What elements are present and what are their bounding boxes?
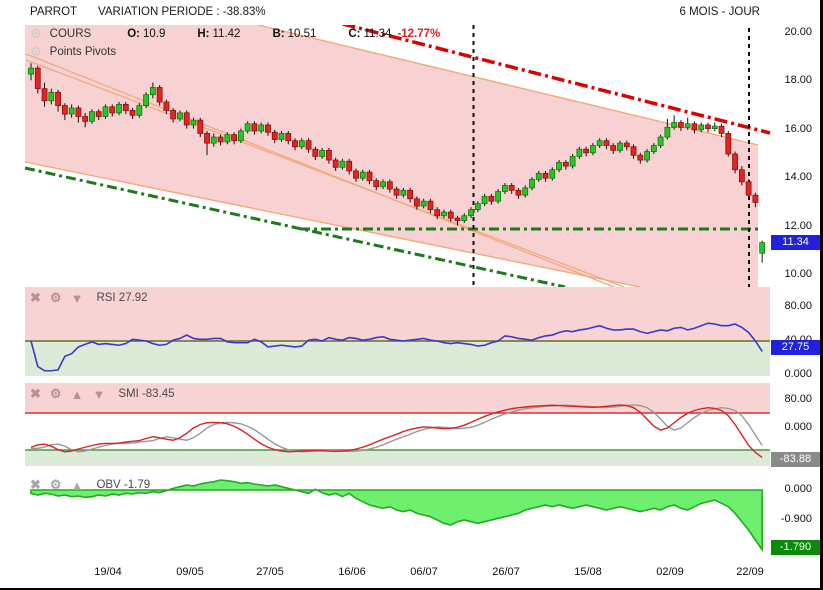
- close-icon[interactable]: ✖: [30, 477, 41, 492]
- close-value: C: 11.34: [348, 28, 392, 40]
- pivots-legend-row: ⚙ Points Pivots: [30, 44, 152, 59]
- close-icon[interactable]: ✖: [30, 386, 41, 401]
- x-axis-date-label: 27/05: [256, 566, 284, 578]
- rsi-panel: [25, 287, 770, 376]
- arrow-up-icon[interactable]: ▲: [70, 386, 84, 402]
- obv-title: OBV -1.79: [96, 479, 151, 491]
- y-axis-tick-label: 16.00: [784, 122, 812, 135]
- y-axis-tick-label: 0.000: [784, 483, 812, 495]
- y-axis-tick-label: 18.00: [784, 74, 812, 87]
- y-axis-tick-label: 0.000: [784, 421, 812, 433]
- gear-icon[interactable]: ⚙: [30, 44, 42, 59]
- high-value: H: 11.42: [197, 28, 241, 40]
- smi-panel: [25, 383, 770, 466]
- y-axis-tick-label: 10.00: [784, 268, 812, 280]
- gear-icon[interactable]: ⚙: [49, 477, 62, 492]
- last-price-badge: 11.34: [771, 235, 820, 250]
- period-variation-label: VARIATION PERIODE : -38.83%: [98, 6, 266, 18]
- close-change-percent: -12.77%: [397, 28, 441, 40]
- symbol-title: PARROT: [30, 6, 78, 18]
- y-axis-tick-label: 80.00: [784, 393, 812, 405]
- x-axis-date-label: 09/05: [176, 566, 204, 578]
- top-header-bar: PARROT VARIATION PERIODE : -38.83% 6 MOI…: [0, 0, 823, 25]
- y-axis-tick-label: 14.00: [784, 171, 812, 184]
- close-icon[interactable]: ✖: [30, 290, 41, 305]
- rsi-last-value-badge: 27.75: [771, 340, 820, 355]
- x-axis-date-label: 19/04: [94, 566, 122, 578]
- price-legend-row: ⚙ COURS O: 10.9 H: 11.42 B: 10.51 C: 11.34 -…: [30, 26, 441, 41]
- x-axis-date-label: 15/08: [574, 566, 602, 578]
- x-axis-date-label: 02/09: [656, 566, 684, 578]
- window-border-bottom: [0, 588, 823, 590]
- cours-label: COURS: [49, 28, 92, 40]
- obv-panel-header: ✖ ⚙ ▲ OBV -1.79: [30, 477, 150, 493]
- smi-last-value-badge: -83.88: [771, 452, 820, 467]
- obv-panel: [30, 479, 763, 553]
- open-value: O: 10.9: [127, 28, 166, 40]
- window-border-right: [820, 0, 823, 590]
- price-panel: [24, 10, 771, 289]
- pivots-label: Points Pivots: [49, 46, 117, 58]
- smi-title: SMI -83.45: [118, 388, 175, 400]
- obv-last-value-badge: -1.790: [771, 540, 820, 555]
- smi-panel-header: ✖ ⚙ ▲ ▼ SMI -83.45: [30, 386, 175, 402]
- x-axis-date-label: 16/06: [338, 566, 366, 578]
- rsi-panel-header: ✖ ⚙ ▼ RSI 27.92: [30, 290, 148, 306]
- y-axis-tick-label: 20.00: [784, 26, 812, 38]
- y-axis-tick-label: -0.900: [780, 512, 812, 525]
- x-axis-date-label: 26/07: [492, 566, 520, 578]
- arrow-down-icon[interactable]: ▼: [92, 386, 106, 402]
- y-axis-tick-label: 0.000: [784, 368, 812, 380]
- y-axis-tick-label: 12.00: [784, 219, 812, 232]
- candlesticks: [28, 63, 766, 263]
- y-axis-tick-label: 80.00: [784, 300, 812, 312]
- x-axis-date-label: 22/09: [736, 566, 764, 578]
- arrow-down-icon[interactable]: ▼: [70, 290, 84, 306]
- x-axis-date-label: 06/07: [410, 566, 438, 578]
- low-value: B: 10.51: [272, 28, 317, 40]
- timeframe-label[interactable]: 6 MOIS - JOUR: [679, 6, 760, 18]
- rsi-title: RSI 27.92: [96, 292, 148, 304]
- gear-icon[interactable]: ⚙: [49, 290, 62, 305]
- gear-icon[interactable]: ⚙: [30, 26, 42, 41]
- arrow-up-icon[interactable]: ▲: [70, 477, 84, 493]
- gear-icon[interactable]: ⚙: [49, 386, 62, 401]
